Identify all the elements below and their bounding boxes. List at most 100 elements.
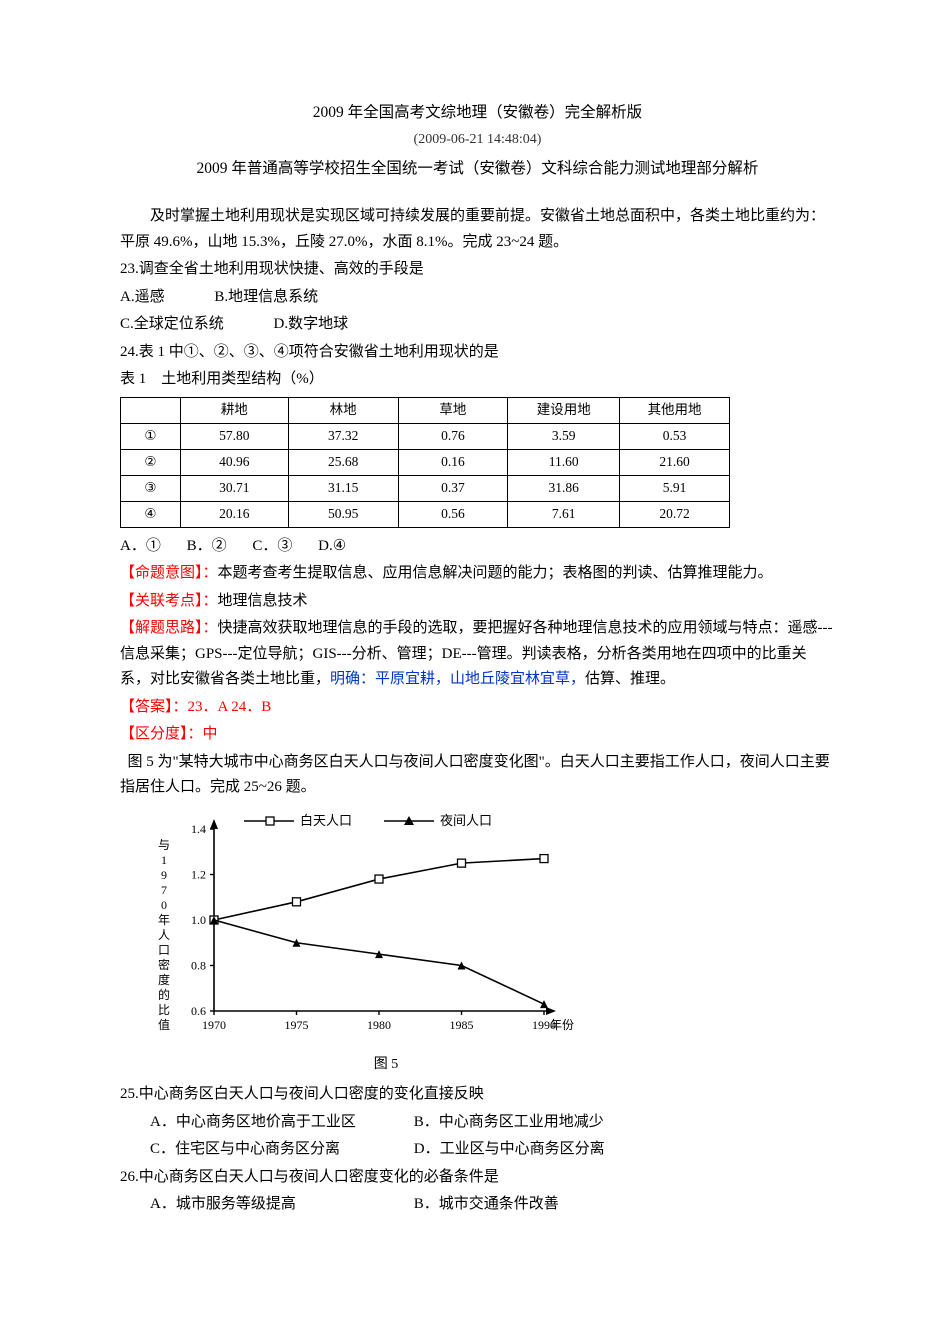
svg-text:密: 密 xyxy=(158,957,170,972)
line-chart: 0.60.81.01.21.419701975198019851990年份与19… xyxy=(146,811,576,1051)
table1: 耕地林地草地建设用地其他用地①57.8037.320.763.590.53②40… xyxy=(120,397,730,528)
table-cell: 31.15 xyxy=(288,475,398,501)
svg-text:1.2: 1.2 xyxy=(191,867,206,881)
q23-opt-d: D.数字地球 xyxy=(274,316,349,332)
table-row: ②40.9625.680.1611.6021.60 xyxy=(121,449,730,475)
table-cell: ③ xyxy=(121,475,181,501)
q25-row1: A．中心商务区地价高于工业区 B．中心商务区工业用地减少 xyxy=(150,1110,835,1136)
svg-text:1970: 1970 xyxy=(202,1018,226,1032)
table-header-cell: 耕地 xyxy=(180,397,288,423)
table-header-cell: 林地 xyxy=(288,397,398,423)
table-cell: 50.95 xyxy=(288,501,398,527)
svg-text:0.8: 0.8 xyxy=(191,958,206,972)
relate-text: 地理信息技术 xyxy=(218,593,308,609)
q25-stem: 25.中心商务区白天人口与夜间人口密度的变化直接反映 xyxy=(120,1082,835,1108)
table-cell: 21.60 xyxy=(620,449,730,475)
svg-text:值: 值 xyxy=(158,1017,170,1032)
svg-text:度: 度 xyxy=(158,972,170,987)
table1-container: 耕地林地草地建设用地其他用地①57.8037.320.763.590.53②40… xyxy=(120,397,835,528)
table-cell: 0.56 xyxy=(398,501,508,527)
page-subtitle: 2009 年普通高等学校招生全国统一考试（安徽卷）文科综合能力测试地理部分解析 xyxy=(120,156,835,182)
q25-opt-c: C．住宅区与中心商务区分离 xyxy=(150,1137,410,1163)
q26-opt-a: A．城市服务等级提高 xyxy=(150,1192,410,1218)
table-header-cell: 建设用地 xyxy=(508,397,620,423)
q24-options: A．① B．② C．③ D.④ xyxy=(120,534,835,560)
q23-options-row2: C.全球定位系统 D.数字地球 xyxy=(120,312,835,338)
q25-opt-b: B．中心商务区工业用地减少 xyxy=(414,1110,674,1136)
q24-opt-b: B．② xyxy=(187,538,227,554)
svg-text:比: 比 xyxy=(158,1003,170,1017)
diff-label: 【区分度】： xyxy=(120,726,203,742)
q24-opt-d: D.④ xyxy=(318,538,346,554)
answer-label: 【答案】： xyxy=(120,699,188,715)
svg-text:与: 与 xyxy=(158,838,170,852)
svg-text:9: 9 xyxy=(161,868,167,882)
answer-line: 【答案】：23．A 24．B xyxy=(120,695,835,721)
table-cell: ① xyxy=(121,423,181,449)
q23-stem: 23.调查全省土地利用现状快捷、高效的手段是 xyxy=(120,257,835,283)
fig5-intro: 图 5 为"某特大城市中心商务区白天人口与夜间人口密度变化图"。白天人口主要指工… xyxy=(120,750,835,801)
table-cell: 31.86 xyxy=(508,475,620,501)
q26-stem: 26.中心商务区白天人口与夜间人口密度变化的必备条件是 xyxy=(120,1165,835,1191)
table-cell: 11.60 xyxy=(508,449,620,475)
q25-opt-d: D．工业区与中心商务区分离 xyxy=(414,1137,674,1163)
table-header-cell: 其他用地 xyxy=(620,397,730,423)
date-line: (2009-06-21 14:48:04) xyxy=(120,128,835,152)
table-cell: 25.68 xyxy=(288,449,398,475)
chart-caption: 图 5 xyxy=(286,1053,486,1077)
table-cell: 0.76 xyxy=(398,423,508,449)
svg-text:年: 年 xyxy=(158,913,170,927)
svg-text:白天人口: 白天人口 xyxy=(300,813,352,828)
chart-container: 0.60.81.01.21.419701975198019851990年份与19… xyxy=(146,811,835,1077)
think-text-c: 估算、推理。 xyxy=(585,671,675,687)
diff-text: 中 xyxy=(203,726,218,742)
q26-opt-b: B．城市交通条件改善 xyxy=(414,1192,674,1218)
intent-line: 【命题意图】：本题考查考生提取信息、应用信息解决问题的能力；表格图的判读、估算推… xyxy=(120,561,835,587)
table-row: ④20.1650.950.567.6120.72 xyxy=(121,501,730,527)
q24-opt-c: C．③ xyxy=(252,538,292,554)
table-cell: 0.37 xyxy=(398,475,508,501)
svg-text:1975: 1975 xyxy=(285,1018,309,1032)
table-header-cell: 草地 xyxy=(398,397,508,423)
table-header-cell xyxy=(121,397,181,423)
think-line: 【解题思路】：快捷高效获取地理信息的手段的选取，要把握好各种地理信息技术的应用领… xyxy=(120,616,835,693)
answer-text: 23．A 24．B xyxy=(188,699,272,715)
svg-text:0: 0 xyxy=(161,898,167,912)
q26-row1: A．城市服务等级提高 B．城市交通条件改善 xyxy=(150,1192,835,1218)
svg-text:1980: 1980 xyxy=(367,1018,391,1032)
svg-text:1.0: 1.0 xyxy=(191,913,206,927)
q24-stem: 24.表 1 中①、②、③、④项符合安徽省土地利用现状的是 xyxy=(120,340,835,366)
table-cell: 40.96 xyxy=(180,449,288,475)
table-row: ③30.7131.150.3731.865.91 xyxy=(121,475,730,501)
svg-text:1: 1 xyxy=(161,853,167,867)
table-cell: 0.53 xyxy=(620,423,730,449)
svg-text:人: 人 xyxy=(158,928,170,942)
intent-text: 本题考查考生提取信息、应用信息解决问题的能力；表格图的判读、估算推理能力。 xyxy=(218,565,773,581)
relate-line: 【关联考点】：地理信息技术 xyxy=(120,589,835,615)
table-cell: 0.16 xyxy=(398,449,508,475)
think-text-blue: 明确：平原宜耕，山地丘陵宜林宜草， xyxy=(330,671,585,687)
table1-caption: 表 1 土地利用类型结构（%） xyxy=(120,367,835,393)
table-cell: ② xyxy=(121,449,181,475)
q23-options-row1: A.遥感 B.地理信息系统 xyxy=(120,285,835,311)
table-cell: 20.72 xyxy=(620,501,730,527)
q24-opt-a: A．① xyxy=(120,538,161,554)
table-row: ①57.8037.320.763.590.53 xyxy=(121,423,730,449)
relate-label: 【关联考点】： xyxy=(120,593,218,609)
svg-text:口: 口 xyxy=(158,943,170,957)
svg-text:年份: 年份 xyxy=(550,1018,574,1032)
q23-opt-b: B.地理信息系统 xyxy=(214,289,318,305)
diff-line: 【区分度】：中 xyxy=(120,722,835,748)
q23-opt-a: A.遥感 xyxy=(120,289,165,305)
q23-opt-c: C.全球定位系统 xyxy=(120,316,224,332)
svg-text:7: 7 xyxy=(161,883,167,897)
table-cell: 37.32 xyxy=(288,423,398,449)
svg-text:1985: 1985 xyxy=(450,1018,474,1032)
table-cell: 5.91 xyxy=(620,475,730,501)
svg-text:夜间人口: 夜间人口 xyxy=(440,813,492,828)
think-label: 【解题思路】： xyxy=(120,620,218,636)
q25-row2: C．住宅区与中心商务区分离 D．工业区与中心商务区分离 xyxy=(150,1137,835,1163)
svg-text:1.4: 1.4 xyxy=(191,822,206,836)
page-title: 2009 年全国高考文综地理（安徽卷）完全解析版 xyxy=(120,100,835,126)
intro-text: 及时掌握土地利用现状是实现区域可持续发展的重要前提。安徽省土地总面积中，各类土地… xyxy=(120,204,835,255)
